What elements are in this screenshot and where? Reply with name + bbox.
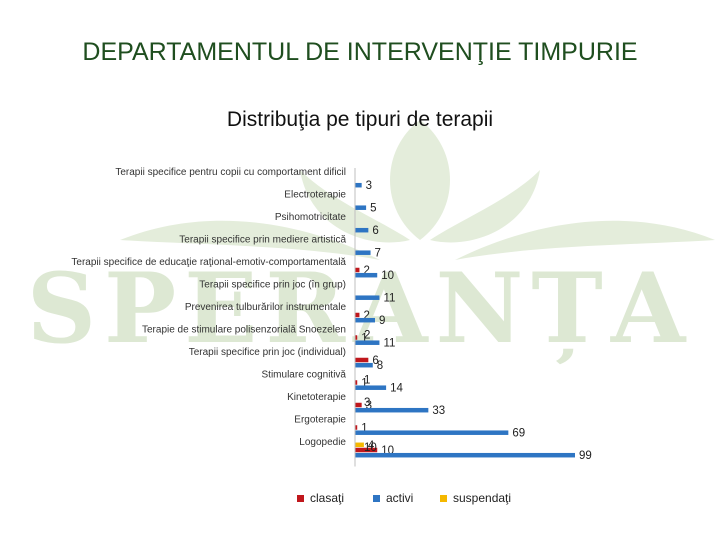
data-label: 3 — [366, 400, 372, 412]
data-label: 69 — [512, 428, 525, 440]
bar — [355, 430, 509, 435]
data-label: 5 — [370, 203, 376, 215]
data-label: 4 — [368, 440, 375, 452]
data-label: 99 — [579, 450, 592, 462]
bar — [355, 295, 380, 300]
bar — [355, 340, 380, 345]
category-label: Ergoterapie — [294, 415, 346, 426]
category-label: Kinetoterapie — [287, 392, 346, 403]
category-label: Terapii specifice pentru copii cu compor… — [115, 167, 346, 178]
legend-label: activi — [386, 491, 413, 505]
data-label: 1 — [364, 375, 370, 387]
legend-label: clasaţi — [310, 491, 344, 505]
data-label: 33 — [432, 405, 445, 417]
data-label: 2 — [363, 310, 369, 322]
data-label: 2 — [363, 265, 369, 277]
watermark-leaf-icon — [120, 120, 715, 260]
bar — [355, 205, 367, 210]
data-label: 14 — [390, 383, 403, 395]
category-label: Terapie de stimulare polisenzorială Snoe… — [142, 325, 346, 336]
bar — [355, 442, 364, 448]
page-title: DEPARTAMENTUL DE INTERVENŢIE TIMPURIE — [82, 38, 638, 66]
bar — [355, 227, 369, 233]
data-label: 3 — [364, 397, 370, 409]
bar — [355, 385, 387, 390]
bar — [355, 335, 358, 340]
bar — [355, 250, 371, 255]
bar — [355, 182, 362, 188]
bar — [355, 407, 429, 413]
bar — [355, 425, 358, 430]
data-label: 6 — [372, 225, 378, 237]
legend-label: suspendaţi — [453, 491, 511, 505]
bar — [355, 452, 575, 458]
bar — [355, 317, 375, 323]
bar — [355, 312, 360, 318]
legend-swatch — [373, 495, 380, 502]
bar — [355, 402, 362, 408]
data-label: 11 — [383, 293, 395, 305]
data-label: 11 — [383, 338, 395, 350]
bar — [355, 357, 369, 363]
bar — [355, 272, 378, 278]
category-label: Terapii specifice prin joc (individual) — [189, 347, 346, 358]
data-label: 3 — [366, 180, 372, 192]
category-label: Terapii specifice prin joc (în grup) — [199, 280, 346, 291]
bar — [355, 447, 378, 453]
category-label: Stimulare cognitivă — [262, 370, 347, 381]
bar — [355, 362, 373, 368]
data-label: 6 — [372, 355, 378, 367]
category-label: Terapii specifice prin mediere artistică — [179, 235, 346, 246]
category-label: Prevenirea tulburărilor instrumentale — [185, 302, 347, 313]
data-label: 1 — [361, 423, 367, 435]
bar — [355, 267, 360, 273]
legend-swatch — [297, 495, 304, 502]
data-label: 7 — [375, 248, 381, 260]
chart-title: Distribuţia pe tipuri de terapii — [226, 108, 494, 131]
data-label: 10 — [364, 442, 377, 454]
data-label: 1 — [361, 333, 367, 345]
data-label: 1 — [361, 378, 367, 390]
legend-swatch — [440, 495, 447, 502]
category-label: Psihomotricitate — [275, 212, 347, 223]
category-label: Logopedie — [299, 437, 346, 448]
data-label: 10 — [381, 270, 394, 282]
data-label: 8 — [377, 360, 383, 372]
category-label: Electroterapie — [284, 190, 346, 201]
category-label: Terapii specifice de educaţie raţional-e… — [71, 257, 346, 268]
data-label: 2 — [364, 330, 370, 342]
bar — [355, 380, 358, 385]
data-label: 9 — [379, 315, 385, 327]
